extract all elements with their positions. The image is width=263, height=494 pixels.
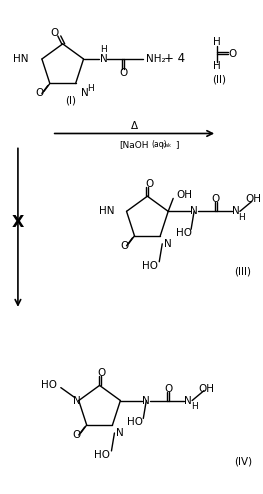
Text: O: O [97,369,106,378]
Text: O: O [120,241,129,251]
Text: H: H [100,44,107,53]
Text: N: N [73,396,81,406]
Text: O: O [228,49,236,59]
Text: ]: ] [175,140,179,149]
Text: (aq): (aq) [151,140,167,149]
Text: N: N [80,88,88,98]
Text: (I): (I) [65,96,76,106]
Text: HN: HN [99,206,115,216]
Text: (III): (III) [234,267,251,277]
Text: HN: HN [13,54,29,64]
Text: O: O [51,28,59,38]
Text: (IV): (IV) [234,456,252,466]
Text: [NaOH: [NaOH [120,140,149,149]
Text: HO: HO [142,261,158,271]
Text: OH: OH [198,384,214,394]
Text: H: H [239,213,245,222]
Text: O: O [145,179,154,189]
Text: N: N [164,239,172,249]
Text: NH₂: NH₂ [146,54,166,64]
Text: HO: HO [176,228,192,238]
Text: HO: HO [94,450,110,460]
Text: N: N [143,396,150,406]
Text: ₀ₐₖ: ₀ₐₖ [162,140,172,149]
Text: H: H [213,37,221,47]
Text: H: H [191,402,198,411]
Text: N: N [184,396,192,406]
Text: H: H [88,84,94,93]
Text: Δ: Δ [131,121,138,130]
Text: O: O [73,430,81,440]
Text: N: N [232,206,240,216]
Text: N: N [100,54,107,64]
Text: O: O [36,88,44,98]
Text: OH: OH [246,195,262,205]
Text: H: H [213,61,221,71]
Text: N: N [190,206,198,216]
Text: HO: HO [41,379,57,390]
Text: N: N [117,428,124,438]
Text: + 4: + 4 [164,52,185,65]
Text: O: O [164,384,172,394]
Text: O: O [119,68,128,78]
Text: HO: HO [127,417,143,427]
Text: O: O [212,195,220,205]
Text: X: X [12,214,24,230]
Text: (II): (II) [212,75,226,84]
Text: OH: OH [176,190,192,201]
